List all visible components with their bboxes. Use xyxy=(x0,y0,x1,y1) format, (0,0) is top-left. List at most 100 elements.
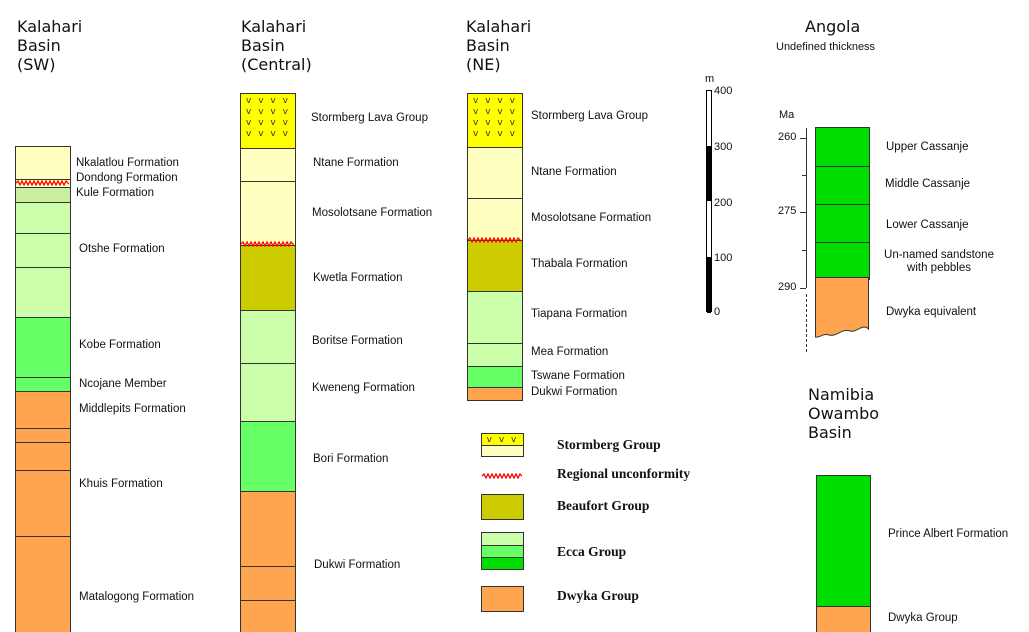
angola-column xyxy=(815,127,870,280)
angola-label-dwyka-equivalent: Dwyka equivalent xyxy=(886,306,977,318)
sw-unit-matalogong xyxy=(16,537,70,632)
sw-unit-dwyka-3 xyxy=(16,443,70,471)
sw-unit-kule xyxy=(16,188,70,203)
sw-label-matalogong: Matalogong Formation xyxy=(79,591,195,603)
angola-tick-minor-2 xyxy=(802,250,806,251)
scale-tick-100: 100 xyxy=(714,252,733,264)
angola-axis-label: Ma xyxy=(779,109,795,121)
angola-tick-290 xyxy=(800,288,806,289)
sw-title: Kalahari Basin (SW) xyxy=(17,17,83,74)
central-unit-dukwi-2 xyxy=(241,567,295,601)
angola-label-middle-cassanje: Middle Cassanje xyxy=(885,178,971,190)
central-unit-kwetla xyxy=(241,246,295,311)
angola-axis xyxy=(806,128,807,288)
central-label-kweneng: Kweneng Formation xyxy=(312,382,415,394)
sw-unit-otshe-3 xyxy=(16,268,70,318)
sw-unit-otshe-1 xyxy=(16,203,70,234)
ne-unit-dukwi xyxy=(468,388,522,400)
sw-label-khuis: Khuis Formation xyxy=(79,478,163,490)
legend-swatch-stormberg: v v v v xyxy=(481,433,524,457)
ne-label-tswane: Tswane Formation xyxy=(531,370,625,382)
angola-tick-minor-1 xyxy=(802,175,806,176)
ne-label-dukwi: Dukwi Formation xyxy=(531,386,618,398)
angola-subtitle: Undefined thickness xyxy=(776,41,876,53)
sw-label-ncojane: Ncojane Member xyxy=(79,378,167,390)
namibia-unit-dwyka xyxy=(817,607,870,632)
ne-label-mea: Mea Formation xyxy=(531,346,609,358)
ne-label-thabala: Thabala Formation xyxy=(531,258,628,270)
legend-swatch-ecca xyxy=(481,532,524,570)
angola-title: Angola xyxy=(805,17,861,36)
scale-tick-200: 200 xyxy=(714,197,733,209)
angola-unit-dwyka-equivalent xyxy=(815,277,869,338)
central-label-kwetla: Kwetla Formation xyxy=(313,272,403,284)
central-label-ntane: Ntane Formation xyxy=(313,157,399,169)
angola-label-lower-cassanje: Lower Cassanje xyxy=(886,219,969,231)
ne-unit-tswane xyxy=(468,367,522,388)
ne-unconformity xyxy=(468,237,521,243)
ne-label-stormberg-lava: Stormberg Lava Group xyxy=(531,110,648,122)
namibia-unit-prince-albert xyxy=(817,476,870,607)
ne-unit-tiapana xyxy=(468,292,522,344)
sw-unit-khuis xyxy=(16,471,70,537)
legend-swatch-dwyka xyxy=(481,586,524,612)
legend-swatch-unconformity xyxy=(482,473,522,479)
scale-unit: m xyxy=(705,73,715,85)
legend-label-unconformity: Regional unconformity xyxy=(557,466,691,481)
central-unit-dukwi-3 xyxy=(241,601,295,632)
namibia-title: Namibia Owambo Basin xyxy=(808,385,880,442)
central-unit-mosolotsane xyxy=(241,182,295,246)
angola-tick-275 xyxy=(800,212,806,213)
central-unconformity xyxy=(241,241,294,247)
angola-tick-260 xyxy=(800,138,806,139)
central-label-boritse: Boritse Formation xyxy=(312,335,403,347)
central-label-stormberg-lava: Stormberg Lava Group xyxy=(311,112,428,124)
sw-label-dondong: Dondong Formation xyxy=(76,172,178,184)
ne-title: Kalahari Basin (NE) xyxy=(466,17,532,74)
angola-unit-upper-cassanje xyxy=(816,128,869,167)
sw-unit-otshe-2 xyxy=(16,234,70,268)
central-unit-dukwi-1 xyxy=(241,492,295,567)
angola-label-upper-cassanje: Upper Cassanje xyxy=(886,141,969,153)
ne-unit-ntane xyxy=(468,148,522,199)
sw-label-kobe: Kobe Formation xyxy=(79,339,161,351)
central-label-bori: Bori Formation xyxy=(313,453,389,465)
angola-axis-dashes xyxy=(806,294,807,352)
sw-unconformity xyxy=(16,180,69,186)
ne-label-mosolotsane: Mosolotsane Formation xyxy=(531,212,652,224)
central-unit-ntane xyxy=(241,149,295,182)
angola-tick-label-260: 260 xyxy=(778,131,797,143)
central-title: Kalahari Basin (Central) xyxy=(241,17,312,74)
legend-label-beaufort: Beaufort Group xyxy=(557,498,650,513)
legend-label-dwyka: Dwyka Group xyxy=(557,588,639,603)
scale-tick-300: 300 xyxy=(714,141,733,153)
sw-label-kule: Kule Formation xyxy=(76,187,154,199)
sw-label-middlepits: Middlepits Formation xyxy=(79,403,186,415)
sw-unit-nkalatlou xyxy=(16,147,70,180)
angola-tick-label-275: 275 xyxy=(778,205,797,217)
legend-swatch-beaufort xyxy=(481,494,524,520)
ne-label-tiapana: Tiapana Formation xyxy=(531,308,628,320)
sw-label-nkalatlou: Nkalatlou Formation xyxy=(76,157,179,169)
ne-unit-mosolotsane xyxy=(468,199,522,241)
namibia-column xyxy=(816,475,871,632)
angola-label-unnamed-sandstone: Un-named sandstone with pebbles xyxy=(884,249,994,274)
namibia-label-prince-albert: Prince Albert Formation xyxy=(888,528,1009,540)
scale-bar xyxy=(706,90,712,313)
angola-unit-lower-cassanje xyxy=(816,205,869,243)
angola-unit-unnamed-sandstone xyxy=(816,243,869,279)
central-unit-bori xyxy=(241,422,295,492)
scale-tick-400: 400 xyxy=(714,85,733,97)
sw-label-otshe: Otshe Formation xyxy=(79,243,165,255)
central-column: v v v v v v v v v v v v v v v v xyxy=(240,93,296,632)
sw-column xyxy=(15,146,71,632)
sw-unit-ncojane xyxy=(16,378,70,392)
central-label-mosolotsane: Mosolotsane Formation xyxy=(312,207,433,219)
ne-column: v v v v v v v v v v v v v v v v xyxy=(467,93,523,401)
sw-unit-middlepits xyxy=(16,392,70,429)
central-unit-stormberg-lava: v v v v v v v v v v v v v v v v xyxy=(241,94,295,149)
central-unit-kweneng xyxy=(241,364,295,422)
angola-tick-label-290: 290 xyxy=(778,281,797,293)
ne-label-ntane: Ntane Formation xyxy=(531,166,617,178)
